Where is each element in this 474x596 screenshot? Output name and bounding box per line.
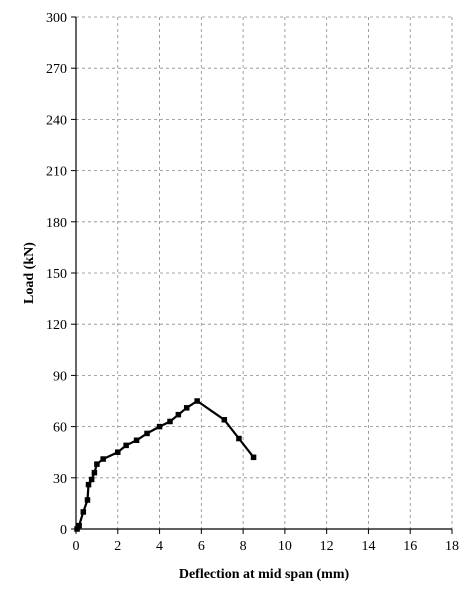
y-tick-label: 60 — [53, 421, 67, 436]
data-point-marker — [194, 398, 200, 404]
data-point-marker — [80, 509, 87, 515]
data-point-marker — [175, 411, 182, 418]
data-point-marker — [183, 405, 190, 411]
x-tick-label: 12 — [320, 539, 334, 554]
data-point-marker — [91, 469, 98, 476]
data-point-marker — [115, 449, 121, 455]
data-point-marker — [123, 442, 129, 449]
data-point-marker — [236, 435, 242, 442]
y-tick-label: 150 — [46, 267, 67, 282]
data-point-marker — [167, 418, 173, 425]
x-tick-label: 6 — [198, 539, 205, 554]
y-tick-label: 30 — [53, 472, 67, 487]
data-point-marker — [144, 430, 150, 437]
y-axis-title: Load (kN) — [22, 242, 37, 304]
y-tick-label: 270 — [46, 62, 67, 77]
marker-layer — [74, 398, 257, 532]
x-tick-label: 8 — [240, 539, 247, 554]
data-point-marker — [156, 423, 163, 430]
data-point-marker — [94, 461, 100, 467]
y-tick-label: 0 — [60, 523, 67, 538]
y-tick-label: 180 — [46, 216, 67, 231]
data-point-marker — [133, 437, 140, 444]
y-tick-label: 120 — [46, 318, 67, 333]
y-tick-label: 90 — [53, 369, 67, 384]
x-tick-label: 10 — [278, 539, 292, 554]
tick-label-layer: 0 2 4 6 8 10 12 14 16 180306090120150180210240270… — [46, 11, 459, 554]
series-line — [75, 399, 255, 531]
data-point-marker — [88, 476, 95, 483]
y-tick-label: 300 — [46, 11, 67, 26]
x-axis-title: Deflection at mid span (mm) — [179, 567, 350, 582]
y-tick-label: 240 — [46, 113, 67, 128]
y-tick-label: 210 — [46, 165, 67, 180]
series-layer — [75, 399, 255, 531]
data-point-marker — [100, 456, 106, 462]
x-tick-label: 14 — [361, 539, 375, 554]
data-point-marker — [250, 454, 257, 461]
data-point-marker — [84, 497, 91, 503]
data-point-marker — [85, 481, 92, 488]
x-tick-label: 4 — [156, 539, 163, 554]
data-point-marker — [74, 526, 80, 532]
grid-layer — [76, 16, 453, 529]
x-tick-label: 2 — [114, 539, 121, 554]
data-point-marker — [221, 417, 228, 423]
axis-layer — [71, 16, 453, 534]
x-tick-label: 16 — [403, 539, 417, 554]
x-tick-label: 18 — [445, 539, 459, 554]
data-point-marker — [76, 522, 82, 529]
x-tick-label: 0 — [73, 539, 80, 554]
